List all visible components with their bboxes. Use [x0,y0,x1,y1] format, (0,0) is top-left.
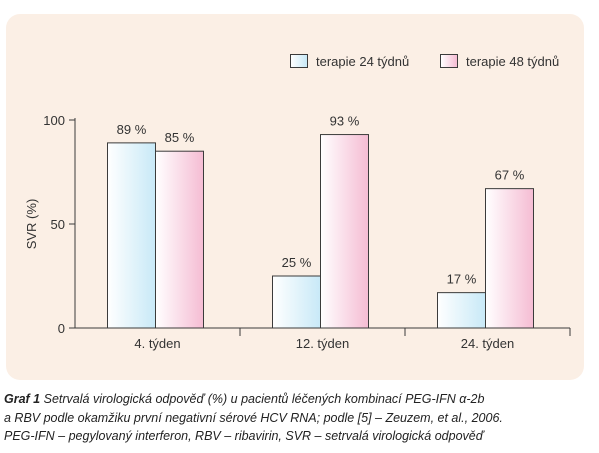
bar-48-weeks [320,134,369,329]
caption-line-2: a RBV podle okamžiku první negativní sér… [4,410,503,425]
legend-item-24-weeks: terapie 24 týdnů [290,52,409,70]
axis-layer: 0 50 100 SVR (%) 4. týden 12. týden 24. týden [24,113,571,351]
bar-24-weeks [107,142,156,329]
bar-24-weeks [437,292,486,329]
bar-24-weeks [272,275,321,329]
data-label: 17 % [447,272,477,287]
data-label: 67 % [495,168,525,183]
legend-item-48-weeks: terapie 48 týdnů [440,52,559,70]
labels-layer: 89 % 85 % 25 % 93 % 17 % 67 % [117,114,525,287]
caption-prefix: Graf 1 [4,392,41,406]
legend-swatch-48-weeks [440,54,458,68]
x-tick-label: 4. týden [134,336,180,351]
data-label: 93 % [330,114,360,129]
y-axis-label: SVR (%) [24,199,39,250]
x-tick-label: 24. týden [461,336,515,351]
data-label: 85 % [165,130,195,145]
y-tick-label: 50 [51,217,65,232]
figure-caption: Graf 1 Setrvalá virologická odpověď (%) … [4,390,596,446]
bar-48-weeks [485,188,534,329]
x-tick-label: 12. týden [296,336,350,351]
data-label: 25 % [282,255,312,270]
caption-text-1: Setrvalá virologická odpověď (%) u pacie… [43,392,485,406]
legend-label-24-weeks: terapie 24 týdnů [316,53,410,69]
y-tick-label: 100 [43,113,65,128]
legend-swatch-24-weeks [290,54,308,68]
data-label: 89 % [117,122,147,137]
caption-line-1: Graf 1 Setrvalá virologická odpověď (%) … [4,390,596,409]
bar-48-weeks [155,150,204,329]
caption-line-3: PEG-IFN – pegylovaný interferon, RBV – r… [4,429,484,443]
bars-layer [107,134,534,329]
y-tick-label: 0 [58,321,65,336]
legend-label-48-weeks: terapie 48 týdnů [466,53,560,69]
